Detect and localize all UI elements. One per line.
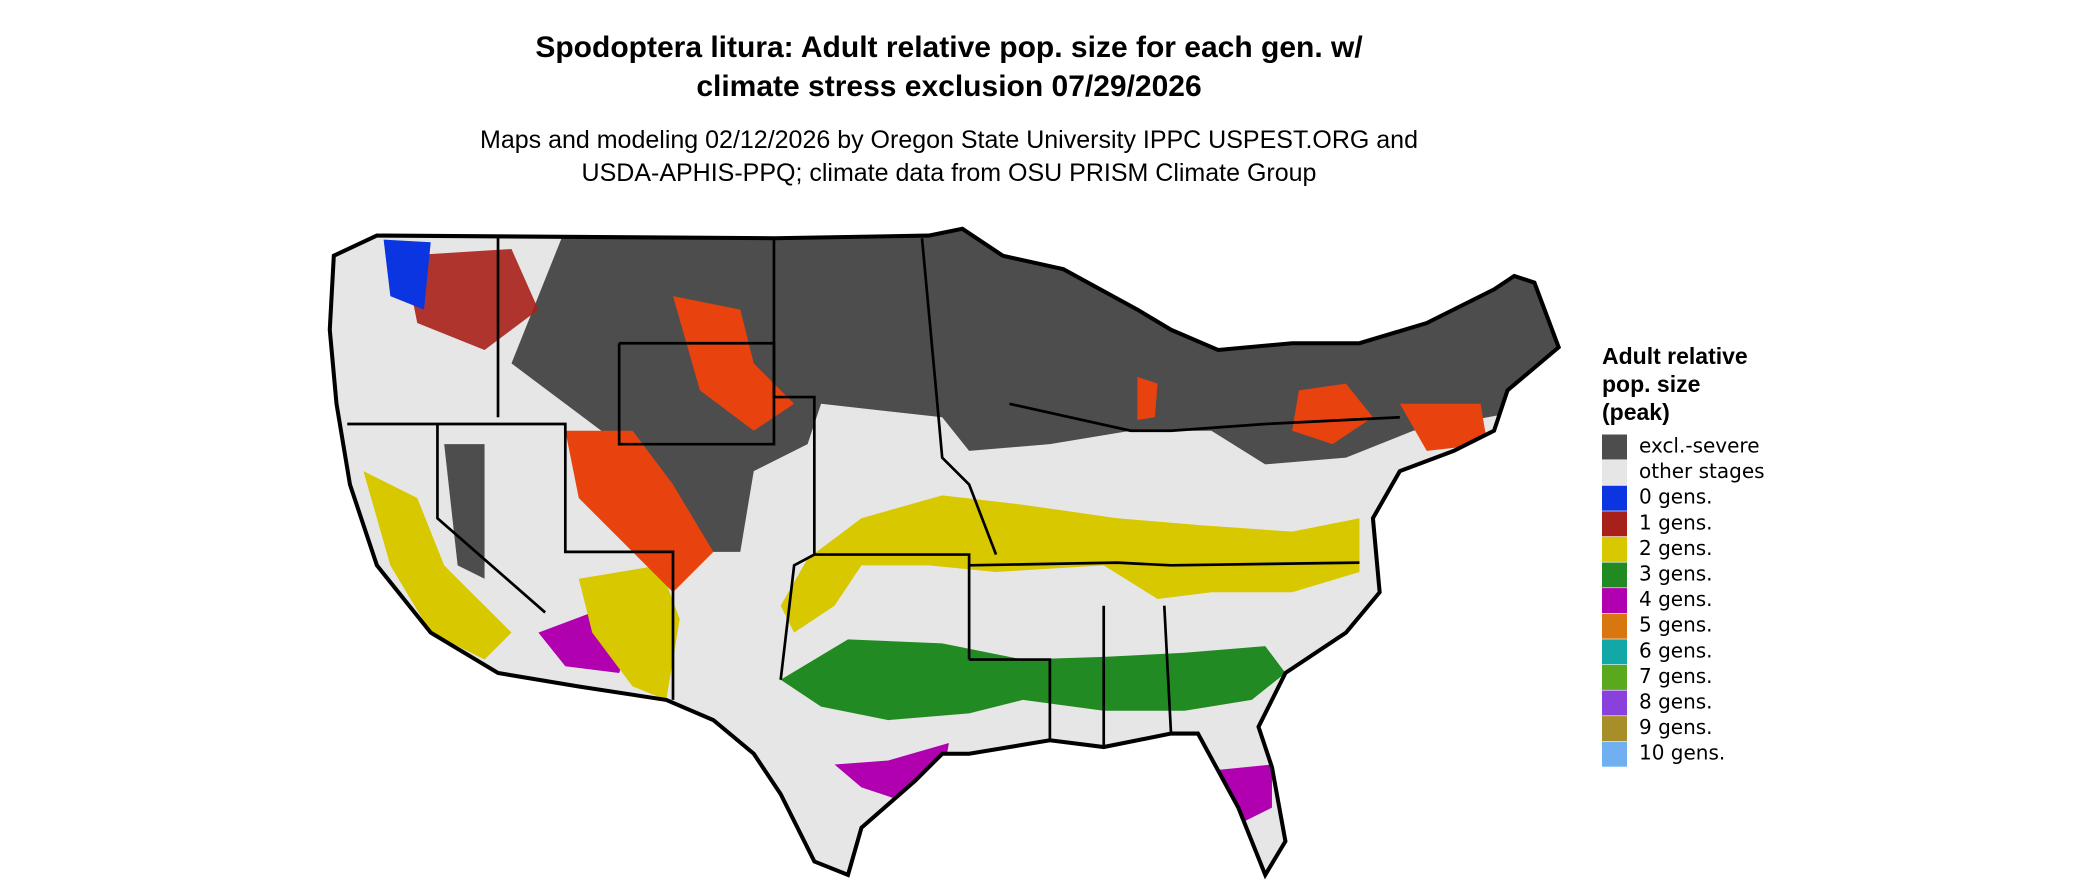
state-line: [347, 422, 675, 700]
legend-label: 1 gens.: [1639, 510, 1713, 534]
legend-swatch: [1602, 536, 1627, 562]
subtitle-line: Maps and modeling 02/12/2026 by Oregon S…: [480, 126, 1418, 154]
region: [444, 444, 485, 579]
region: [1399, 403, 1488, 451]
legend-title: (peak): [1602, 399, 1670, 425]
legend-label: 9 gens.: [1639, 715, 1713, 739]
map-fill: [329, 228, 1559, 875]
title-line: Spodoptera litura: Adult relative pop. s…: [535, 31, 1363, 64]
region: [1137, 376, 1158, 420]
state-line: [1009, 402, 1400, 433]
region: [403, 249, 539, 350]
region: [780, 639, 1286, 721]
state-line: [779, 553, 815, 680]
state-line: [969, 561, 1360, 567]
region: [565, 430, 714, 593]
legend-label: 10 gens.: [1639, 741, 1725, 765]
legend-swatch: [1602, 613, 1627, 639]
legend-swatch: [1602, 511, 1627, 537]
region: [363, 471, 512, 660]
legend: Adult relative pop. size (peak) excl.-se…: [1602, 343, 1765, 767]
state-line: [617, 341, 776, 446]
legend-label: 8 gens.: [1639, 690, 1713, 714]
legend-label: 0 gens.: [1639, 485, 1713, 509]
legend-label: 2 gens.: [1639, 536, 1713, 560]
legend-label: 3 gens.: [1639, 562, 1713, 586]
legend-label: excl.-severe: [1639, 434, 1760, 458]
map: [327, 226, 1562, 880]
state-line: [920, 238, 998, 556]
legend-swatch: [1602, 485, 1627, 511]
title-line: climate stress exclusion 07/29/2026: [696, 70, 1201, 103]
legend-label: other stages: [1639, 459, 1765, 483]
state-line: [1102, 605, 1173, 749]
region: [578, 565, 680, 700]
state-line: [969, 658, 1052, 741]
legend-swatch: [1602, 690, 1627, 716]
legend-swatch: [1602, 639, 1627, 665]
legend-swatch: [1602, 664, 1627, 690]
state-line: [436, 423, 547, 614]
legend-label: 5 gens.: [1639, 613, 1713, 637]
legend-label: 6 gens.: [1639, 638, 1713, 662]
subtitle-line: USDA-APHIS-PPQ; climate data from OSU PR…: [582, 159, 1317, 187]
region: [383, 239, 431, 310]
legend-title: Adult relative: [1602, 343, 1748, 369]
legend-label: 4 gens.: [1639, 587, 1713, 611]
legend-swatch: [1602, 588, 1627, 614]
us-border: [327, 226, 1562, 880]
state-lines: [347, 235, 1400, 749]
legend-swatch: [1602, 562, 1627, 588]
legend-swatch: [1602, 716, 1627, 742]
legend-swatch: [1602, 434, 1627, 460]
legend-swatch: [1602, 741, 1627, 767]
region: [1218, 764, 1272, 822]
legend-title: pop. size: [1602, 371, 1700, 397]
legend-swatch: [1602, 460, 1627, 486]
legend-label: 7 gens.: [1639, 664, 1713, 688]
region: [673, 296, 795, 431]
region: [1292, 383, 1373, 445]
